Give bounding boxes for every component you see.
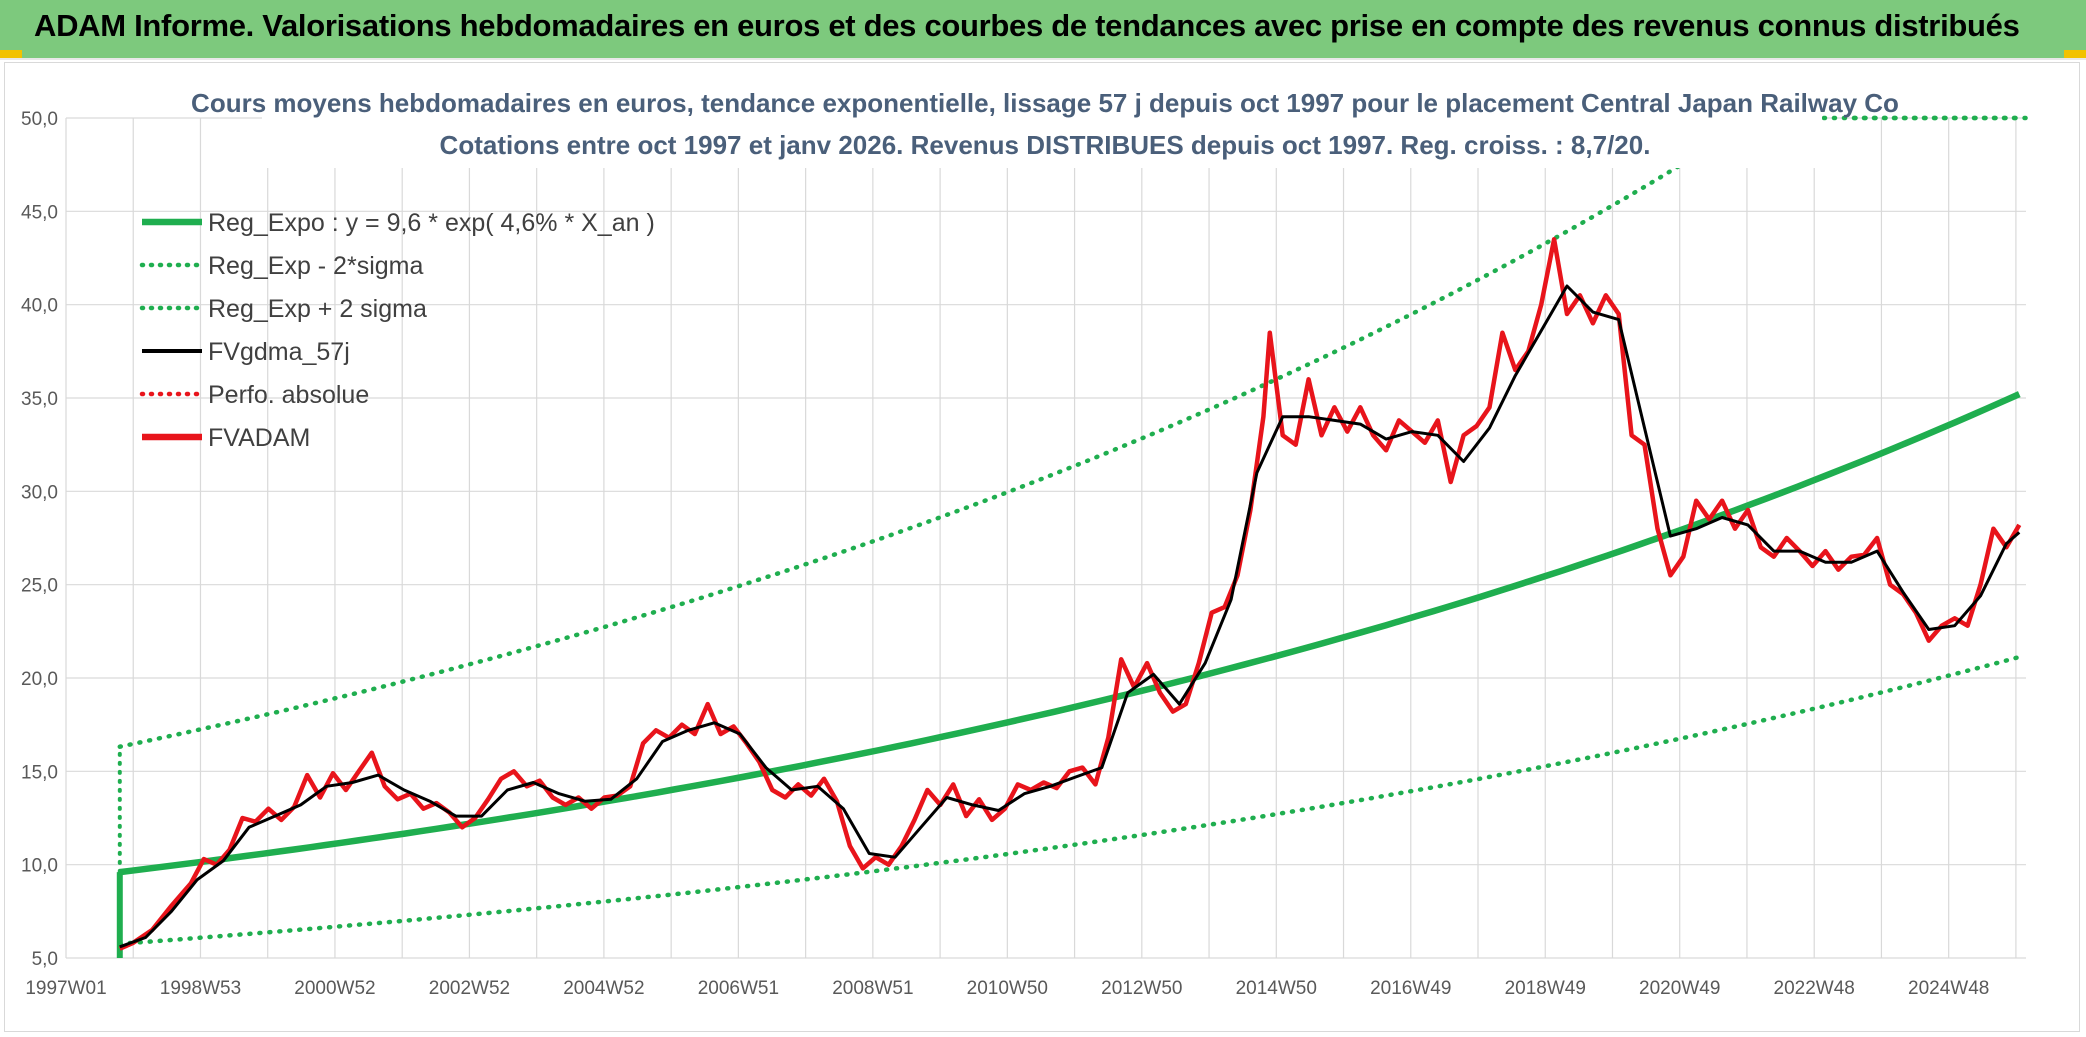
y-tick-label: 40,0: [21, 296, 58, 317]
x-tick-label: 2024W48: [1908, 978, 1989, 999]
price-series: [118, 237, 2022, 951]
y-tick-label: 25,0: [21, 576, 58, 597]
title-background: [262, 86, 1822, 168]
report-title: ADAM Informe. Valorisations hebdomadaire…: [34, 8, 2020, 43]
x-tick-label: 2020W49: [1639, 978, 1720, 999]
trend-bands: [116, 115, 2029, 958]
y-tick-label: 45,0: [21, 202, 58, 223]
axis-labels: 5,0 10,0 15,0 20,0 25,0 30,0 35,0 40,0 45,0 50,0 1…: [21, 109, 1989, 999]
legend-label: Reg_Exp + 2 sigma: [208, 295, 427, 323]
x-tick-label: 2002W52: [429, 978, 510, 999]
chart-subtitle: Cotations entre oct 1997 et janv 2026. R…: [440, 130, 1651, 160]
grid-lines: [65, 117, 2026, 959]
y-tick-label: 30,0: [21, 482, 58, 503]
x-tick-label: 2022W48: [1774, 978, 1855, 999]
banner-accent-right: [2064, 50, 2086, 58]
x-tick-label: 2004W52: [563, 978, 644, 999]
legend-label: Reg_Exp - 2*sigma: [208, 252, 423, 280]
chart-title: Cours moyens hebdomadaires en euros, ten…: [191, 88, 1899, 118]
x-tick-label: 2014W50: [1236, 978, 1317, 999]
x-tick-label: 2016W49: [1370, 978, 1451, 999]
y-tick-label: 15,0: [21, 762, 58, 783]
x-tick-label: 2008W51: [832, 978, 913, 999]
lower-band-line: [117, 654, 2022, 947]
y-tick-label: 20,0: [21, 669, 58, 690]
legend: Reg_Expo : y = 9,6 * exp( 4,6% * X_an ) R…: [139, 209, 655, 452]
regression-line: [119, 391, 2021, 876]
y-tick-label: 10,0: [21, 856, 58, 877]
x-tick-label: 2018W49: [1505, 978, 1586, 999]
banner-accent-left: [0, 50, 22, 58]
x-tick-label: 1998W53: [160, 978, 241, 999]
legend-label: Perfo. absolue: [208, 381, 369, 409]
y-tick-label: 5,0: [32, 949, 58, 970]
chart-frame: [4, 62, 2080, 1032]
x-tick-label: 2006W51: [698, 978, 779, 999]
x-tick-label: 2012W50: [1101, 978, 1182, 999]
x-tick-label: 2010W50: [967, 978, 1048, 999]
y-tick-label: 35,0: [21, 389, 58, 410]
report-banner: ADAM Informe. Valorisations hebdomadaire…: [0, 0, 2086, 60]
legend-label: Reg_Expo : y = 9,6 * exp( 4,6% * X_an ): [208, 209, 655, 237]
x-tick-label: 2000W52: [294, 978, 375, 999]
y-tick-label: 50,0: [21, 109, 58, 130]
x-tick-label: 1997W01: [25, 978, 106, 999]
fvgdma-57j-line: [119, 284, 2021, 949]
legend-label: FVADAM: [208, 424, 310, 452]
legend-label: FVgdma_57j: [208, 338, 350, 366]
fvadam-line: [118, 237, 2022, 951]
